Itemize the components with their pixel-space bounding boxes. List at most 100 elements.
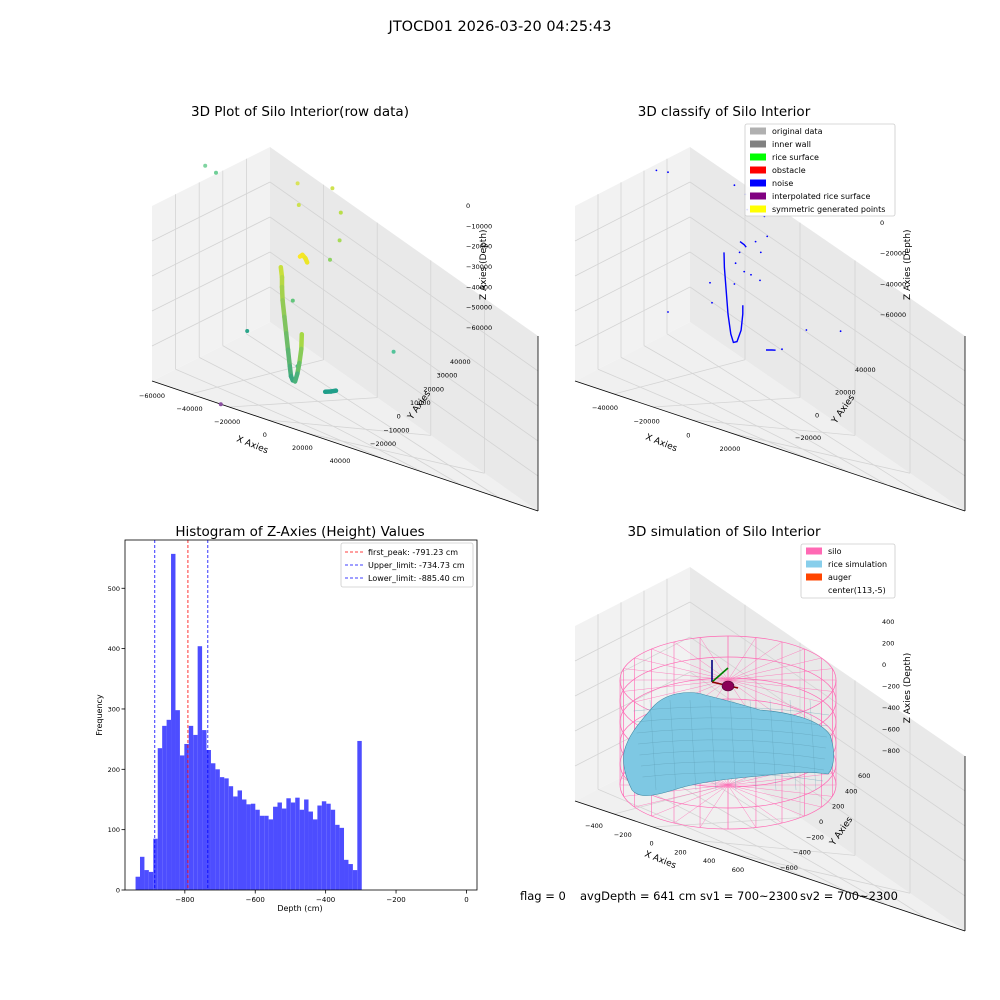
- sim-floor-gridline: [652, 817, 801, 828]
- raw-scatter-point: [218, 402, 223, 407]
- silo-wire-spoke: [673, 784, 729, 824]
- raw-dense-series-segment: [328, 388, 339, 394]
- auger-marker: [721, 680, 735, 692]
- silo-wire-spoke: [727, 641, 783, 681]
- silo-wire-spoke: [623, 679, 729, 692]
- hist-y-tick-label: 200: [108, 766, 120, 774]
- hist-bar: [184, 743, 189, 890]
- hist-bar: [344, 859, 349, 890]
- raw-dense-series-segment: [282, 314, 289, 336]
- raw-floor-gridline: [199, 357, 423, 473]
- classify-legend-frame: [744, 123, 896, 217]
- raw-y-tick-label: 0: [397, 413, 401, 421]
- raw-floor-gridline: [190, 359, 324, 395]
- hist-bar: [153, 838, 158, 890]
- rice-surface-mesh-line: [649, 699, 657, 791]
- hist-bar: [175, 710, 180, 890]
- raw-y-tick-label: −10000: [383, 426, 409, 434]
- rice-surface-mesh-line: [809, 699, 817, 791]
- silo-wire-spoke: [634, 679, 729, 703]
- rice-surface-mesh-line: [640, 761, 825, 771]
- sim-legend: silo rice simulation auger center(113,-5): [800, 543, 896, 599]
- sim-y-tick-label: 0: [819, 818, 823, 826]
- classify-legend-label: interpolated rice surface: [772, 192, 870, 201]
- classify-zlabel: Z Axies (Depth): [903, 229, 913, 300]
- raw-z-tick-label: −60000: [466, 324, 492, 332]
- raw-x-axis-line: [151, 380, 346, 447]
- sim-floor-gridline: [620, 777, 849, 893]
- rice-surface-mesh-line: [637, 739, 827, 749]
- rice-surface-mesh-line: [669, 699, 677, 791]
- raw-floor-gridline: [222, 345, 462, 486]
- hist-frame: [124, 539, 478, 891]
- raw-title: 3D Plot of Silo Interior(row data): [191, 104, 409, 120]
- sim-y-tick-label: −600: [780, 864, 798, 872]
- classify-floor-gridline: [652, 397, 801, 408]
- sim-legend-swatch: [806, 573, 822, 581]
- raw-floor-gridline: [306, 432, 485, 474]
- footer-sv2: sv2 = 700~2300: [800, 889, 898, 903]
- classify-y-tick-label: 0: [815, 411, 819, 419]
- classify-y-tick-label: −20000: [795, 434, 821, 442]
- classify-floor-gridline: [620, 357, 849, 473]
- hist-bar: [264, 815, 269, 890]
- sim-z-tick-label: 200: [882, 640, 894, 648]
- center-triad-y: [711, 667, 729, 683]
- silo-wire-spoke: [651, 784, 729, 817]
- raw-y-tick-label: 30000: [437, 372, 458, 380]
- hist-y-tick-label: 0: [116, 887, 120, 895]
- raw-dense-series-segment: [292, 371, 300, 384]
- hist-legend-frame: [340, 542, 474, 588]
- raw-x-tick-label: 40000: [330, 457, 351, 465]
- classify-x-tick-label: −20000: [634, 418, 660, 426]
- raw-dense-series-segment: [297, 346, 304, 366]
- classify-z-tick-label: −20000: [880, 250, 906, 258]
- hist-y-tick-label: 500: [108, 585, 120, 593]
- classify-legend-label: inner wall: [772, 140, 811, 149]
- sim-legend-label: auger: [828, 573, 852, 582]
- hist-bar: [308, 811, 313, 890]
- footer-status: flag = 0 avgDepth = 641 cm sv1 = 700~230…: [520, 889, 898, 903]
- panel-raw-3d-plot: 3D Plot of Silo Interior(row data) −6000…: [139, 104, 539, 512]
- hist-bar: [277, 802, 282, 890]
- hist-bar: [210, 763, 216, 890]
- classify-noise-point: [759, 279, 761, 282]
- hist-bar: [157, 748, 163, 890]
- raw-x-tick-label: −40000: [177, 405, 203, 413]
- sim-wall-gridline: [574, 636, 691, 697]
- sim-z-tick-label: −400: [882, 704, 900, 712]
- classify-legend-swatch: [750, 205, 766, 213]
- hist-bar: [237, 790, 243, 890]
- classify-floor-gridline: [691, 419, 856, 436]
- hist-bar: [259, 815, 265, 890]
- raw-z-tick-label: 0: [466, 202, 470, 210]
- raw-dense-series-segment: [303, 256, 310, 265]
- raw-data-marks: [203, 163, 396, 407]
- hist-bar: [139, 856, 145, 890]
- sim-floor-gridline: [643, 765, 888, 906]
- classify-wall-gridline: [689, 216, 966, 407]
- sim-z-tick-label: 400: [882, 618, 894, 626]
- hist-bar: [228, 786, 234, 890]
- sim-x-axis-line: [574, 800, 771, 867]
- classify-noise-point: [738, 251, 741, 254]
- classify-legend-swatch: [750, 153, 766, 161]
- raw-z-tick-label: −20000: [466, 243, 492, 251]
- silo-wire-spoke: [727, 657, 822, 681]
- classify-noise-point: [766, 235, 769, 238]
- silo-wire-spoke: [727, 648, 805, 681]
- silo-wire-spoke: [727, 784, 783, 824]
- hist-bar: [255, 809, 260, 890]
- panel-classify-3d: 3D classify of Silo Interior −40000 −2000…: [574, 104, 966, 512]
- classify-axes-box: −40000 −20000 0 20000 −20000 0 20000 40000 0 −200…: [574, 147, 966, 512]
- classify-z-tick-label: −60000: [880, 311, 906, 319]
- raw-dense-series-segment: [283, 331, 291, 352]
- raw-x-tick-label: 20000: [292, 444, 313, 452]
- classify-legend: original data inner wall rice surface obsta…: [744, 123, 896, 217]
- rice-surface-mesh-line: [636, 728, 828, 738]
- sim-legend-swatch: [806, 560, 822, 568]
- raw-scatter-point: [337, 238, 342, 243]
- figure-suptitle: JTOCD01 2026-03-20 04:25:43: [388, 19, 612, 35]
- hist-bar: [326, 803, 331, 890]
- hist-bar: [144, 870, 149, 890]
